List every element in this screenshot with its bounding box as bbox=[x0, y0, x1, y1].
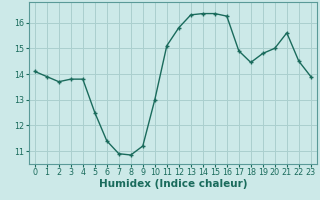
X-axis label: Humidex (Indice chaleur): Humidex (Indice chaleur) bbox=[99, 179, 247, 189]
